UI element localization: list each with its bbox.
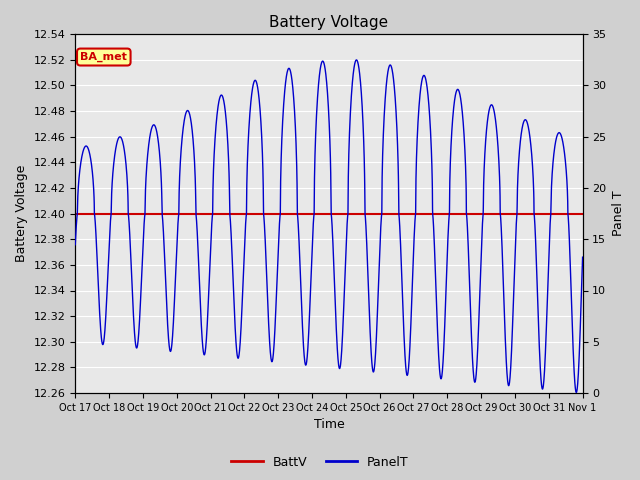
Text: BA_met: BA_met bbox=[81, 52, 127, 62]
X-axis label: Time: Time bbox=[314, 419, 344, 432]
Legend: BattV, PanelT: BattV, PanelT bbox=[227, 451, 413, 474]
Title: Battery Voltage: Battery Voltage bbox=[269, 15, 388, 30]
Y-axis label: Panel T: Panel T bbox=[612, 191, 625, 236]
Y-axis label: Battery Voltage: Battery Voltage bbox=[15, 165, 28, 262]
